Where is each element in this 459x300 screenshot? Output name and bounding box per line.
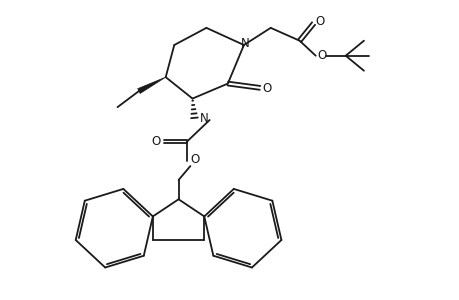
Polygon shape (137, 77, 165, 93)
Text: O: O (190, 153, 199, 166)
Text: N: N (240, 38, 249, 50)
Text: O: O (317, 49, 326, 62)
Text: N: N (200, 112, 208, 125)
Text: O: O (262, 82, 272, 95)
Text: O: O (315, 15, 324, 28)
Text: O: O (151, 135, 160, 148)
